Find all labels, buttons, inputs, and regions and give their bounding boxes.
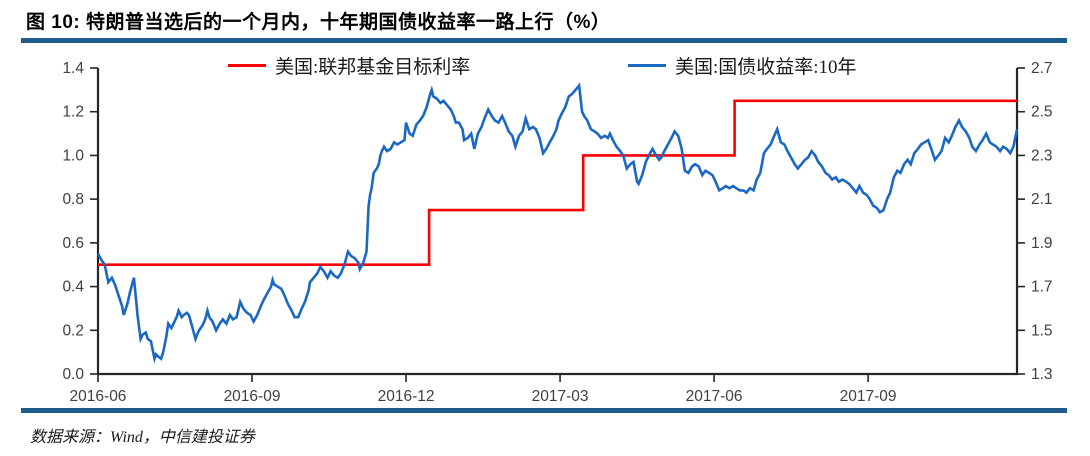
right-axis-tick-label: 1.5 [1031,322,1053,339]
right-axis-tick-label: 1.7 [1031,279,1053,296]
x-axis-tick-label: 2016-12 [378,388,435,405]
left-axis-tick-label: 0.8 [62,191,84,208]
right-axis-tick-label: 2.1 [1031,191,1053,208]
treasury-10y-yield-line [96,82,1019,364]
right-axis-tick-label: 2.5 [1031,104,1053,121]
left-axis-tick-label: 0.0 [62,366,84,383]
x-axis-tick-label: 2016-06 [70,388,127,405]
left-axis-tick-label: 1.4 [62,60,84,77]
left-axis-tick-label: 0.4 [62,279,84,296]
left-axis-tick-label: 1.0 [62,147,84,164]
right-axis-tick-label: 1.9 [1031,235,1053,252]
x-axis-tick-label: 2017-09 [840,388,897,405]
footer-divider-bar [21,408,1067,413]
left-axis-tick-label: 0.6 [62,235,84,252]
data-source-note: 数据来源：Wind，中信建投证券 [30,429,255,446]
header-divider-bar [21,38,1067,43]
left-axis-tick-label: 1.2 [62,104,84,121]
right-axis-tick-label: 1.3 [1031,366,1053,383]
left-axis-tick-label: 0.2 [62,322,84,339]
fed-funds-rate-line [98,99,1017,267]
x-axis-tick-label: 2016-09 [224,388,281,405]
right-axis-tick-label: 2.3 [1031,147,1053,164]
figure-title: 图 10: 特朗普当选后的一个月内，十年期国债收益率一路上行（%） [26,12,611,33]
x-axis-tick-label: 2017-03 [532,388,589,405]
x-axis-tick-label: 2017-06 [686,388,743,405]
right-axis-tick-label: 2.7 [1031,60,1053,77]
